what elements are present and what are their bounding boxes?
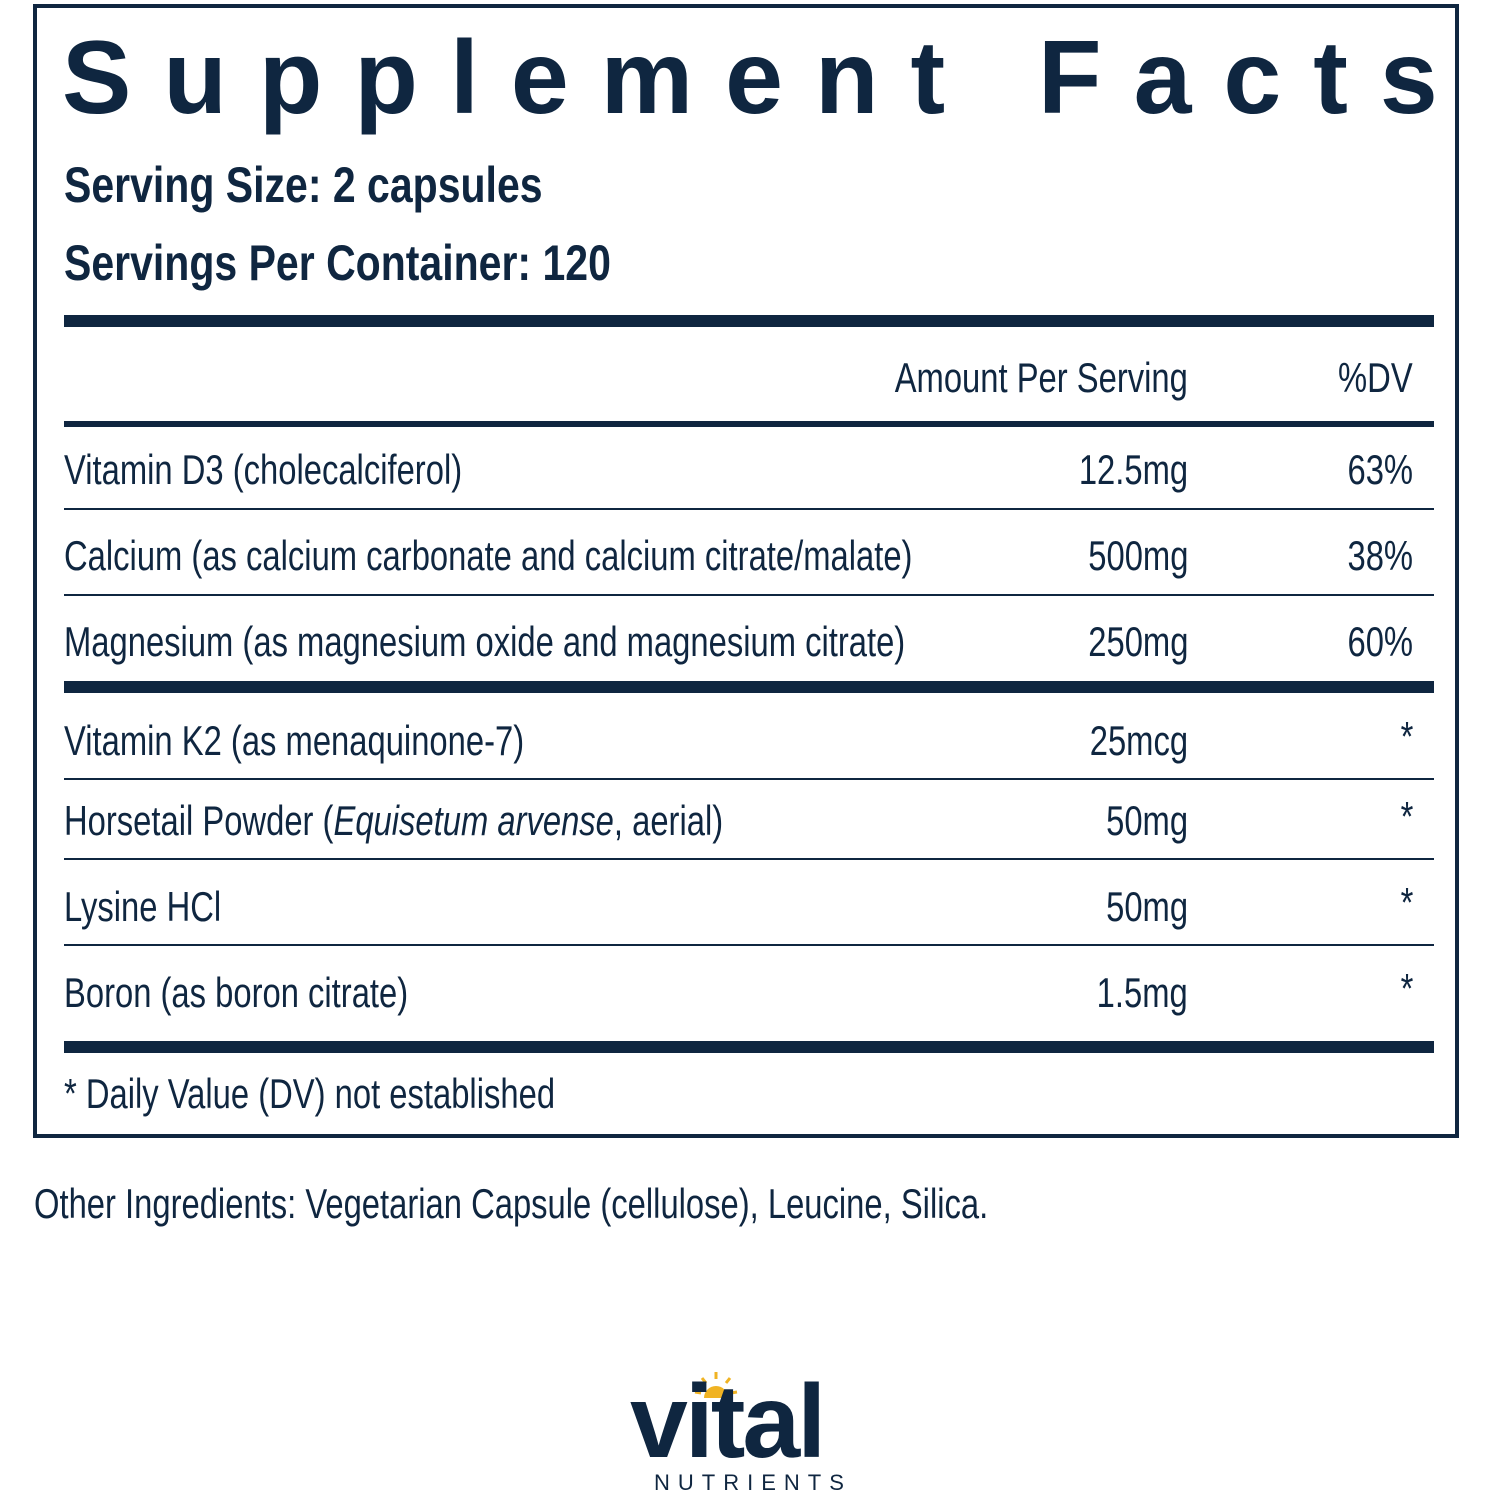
sun-icon xyxy=(694,1372,738,1398)
divider-thick xyxy=(64,1041,1434,1053)
nutrient-amount: 25mcg xyxy=(1089,717,1188,764)
header-amount: Amount Per Serving xyxy=(894,354,1188,401)
nutrient-name: Calcium (as calcium carbonate and calciu… xyxy=(64,532,913,579)
nutrient-name: Magnesium (as magnesium oxide and magnes… xyxy=(64,618,906,665)
nutrient-amount: 500mg xyxy=(1087,532,1188,579)
row-divider xyxy=(64,508,1434,510)
divider-thick xyxy=(64,681,1434,693)
nutrient-name: Boron (as boron citrate) xyxy=(64,969,409,1016)
divider-header xyxy=(64,421,1434,427)
nutrient-dv: 63% xyxy=(1347,446,1413,493)
header-dv: %DV xyxy=(1338,354,1413,401)
nutrient-amount: 1.5mg xyxy=(1096,969,1188,1016)
nutrient-dv: * xyxy=(1400,713,1413,760)
nutrient-name: Lysine HCl xyxy=(64,883,222,930)
divider-thick xyxy=(64,315,1434,327)
nutrient-dv: 60% xyxy=(1347,618,1413,665)
nutrient-name: Vitamin D3 (cholecalciferol) xyxy=(64,446,463,493)
brand-wordmark: vital xyxy=(630,1364,826,1480)
nutrient-name: Horsetail Powder (Equisetum arvense, aer… xyxy=(64,797,724,844)
nutrient-amount: 250mg xyxy=(1087,618,1188,665)
row-divider xyxy=(64,944,1434,946)
row-divider xyxy=(64,594,1434,596)
supplement-facts-panel xyxy=(33,4,1459,1138)
serving-size: Serving Size: 2 capsules xyxy=(64,157,543,213)
nutrient-amount: 12.5mg xyxy=(1078,446,1188,493)
nutrient-amount: 50mg xyxy=(1106,883,1188,930)
nutrient-name: Vitamin K2 (as menaquinone-7) xyxy=(64,717,525,764)
footnote: * Daily Value (DV) not established xyxy=(64,1070,556,1117)
nutrient-dv: 38% xyxy=(1347,532,1413,579)
nutrient-dv: * xyxy=(1400,965,1413,1012)
nutrient-dv: * xyxy=(1400,879,1413,926)
row-divider xyxy=(64,778,1434,780)
nutrient-amount: 50mg xyxy=(1106,797,1188,844)
panel-title: Supplement Facts xyxy=(62,20,1470,136)
other-ingredients: Other Ingredients: Vegetarian Capsule (c… xyxy=(34,1180,989,1227)
row-divider xyxy=(64,858,1434,860)
brand-subtitle: NUTRIENTS xyxy=(654,1470,852,1495)
nutrient-dv: * xyxy=(1400,793,1413,840)
brand-logo: vital NUTRIENTS xyxy=(630,1370,870,1498)
servings-per-container: Servings Per Container: 120 xyxy=(64,235,611,291)
